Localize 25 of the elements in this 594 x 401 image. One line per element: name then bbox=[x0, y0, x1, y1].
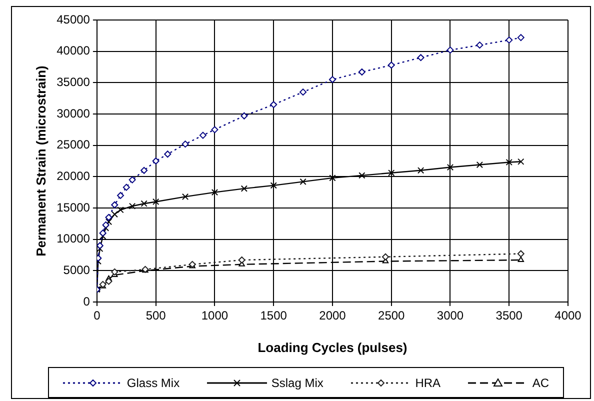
y-tick-label: 0 bbox=[83, 294, 90, 308]
y-tick-label: 20000 bbox=[56, 168, 90, 183]
x-tick-label: 1000 bbox=[201, 308, 228, 323]
y-tick-label: 15000 bbox=[56, 200, 90, 214]
y-tick-label: 40000 bbox=[56, 44, 90, 58]
legend-label: Sslag Mix bbox=[271, 376, 324, 390]
legend-label: AC bbox=[532, 376, 550, 390]
x-tick-label: 500 bbox=[146, 308, 166, 323]
x-tick-label: 4000 bbox=[554, 308, 582, 323]
y-tick-label: 30000 bbox=[56, 106, 90, 120]
y-tick-label: 35000 bbox=[56, 74, 90, 89]
y-tick-label: 25000 bbox=[56, 138, 90, 152]
y-axis-title: Permanent Strain (microstrain) bbox=[33, 66, 48, 256]
x-tick-label: 2000 bbox=[319, 308, 346, 323]
legend-label: Glass Mix bbox=[126, 376, 180, 390]
y-tick-label: 10000 bbox=[56, 232, 90, 246]
x-axis-title: Loading Cycles (pulses) bbox=[258, 340, 408, 355]
x-tick-label: 2500 bbox=[378, 308, 406, 323]
x-tick-label: 0 bbox=[94, 308, 101, 323]
legend-label: HRA bbox=[415, 376, 441, 390]
y-tick-label: 5000 bbox=[63, 262, 90, 277]
x-tick-label: 3000 bbox=[436, 308, 464, 323]
y-tick-label: 45000 bbox=[56, 12, 90, 26]
x-tick-label: 1500 bbox=[260, 308, 288, 323]
x-tick-label: 3500 bbox=[496, 308, 523, 323]
